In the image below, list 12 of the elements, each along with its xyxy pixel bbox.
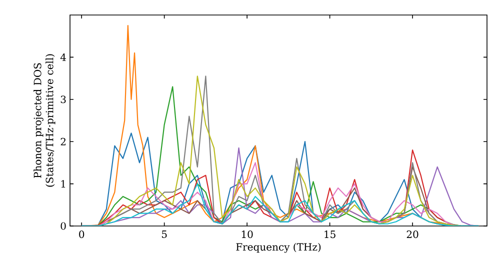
x-axis-title: Frequency (THz) (236, 242, 321, 253)
y-tick-label: 0 (60, 222, 66, 230)
x-tick-label: 15 (324, 230, 336, 238)
x-tick-label: 0 (79, 230, 84, 238)
x-tick-label: 5 (162, 230, 167, 238)
x-tick-label: 10 (242, 230, 253, 238)
y-tick-label: 2 (60, 138, 66, 146)
y-axis-title: Phonon projected DOS (States/THz·primitive cell) (34, 54, 56, 187)
y-tick-label: 1 (61, 180, 66, 188)
y-tick-label: 4 (60, 53, 66, 61)
x-tick-label: 20 (406, 230, 418, 238)
y-tick-label: 3 (60, 96, 66, 104)
